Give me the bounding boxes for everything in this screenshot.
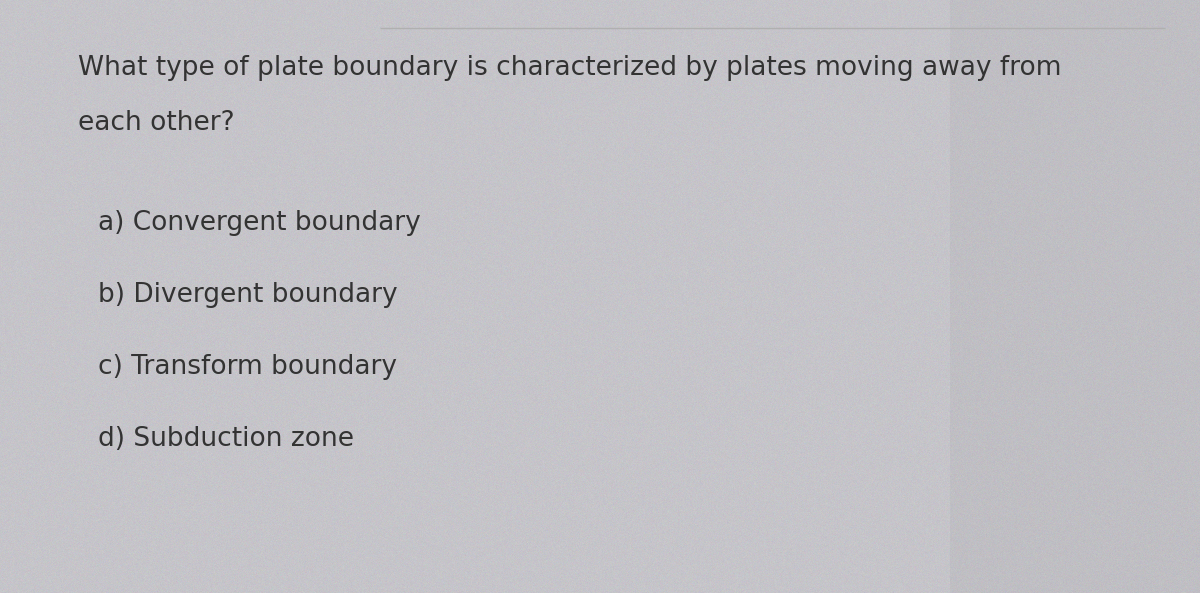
Text: What type of plate boundary is characterized by plates moving away from: What type of plate boundary is character… (78, 55, 1062, 81)
Text: each other?: each other? (78, 110, 235, 136)
Text: a) Convergent boundary: a) Convergent boundary (98, 210, 421, 236)
Text: b) Divergent boundary: b) Divergent boundary (98, 282, 397, 308)
Text: d) Subduction zone: d) Subduction zone (98, 426, 354, 452)
Text: c) Transform boundary: c) Transform boundary (98, 354, 397, 380)
